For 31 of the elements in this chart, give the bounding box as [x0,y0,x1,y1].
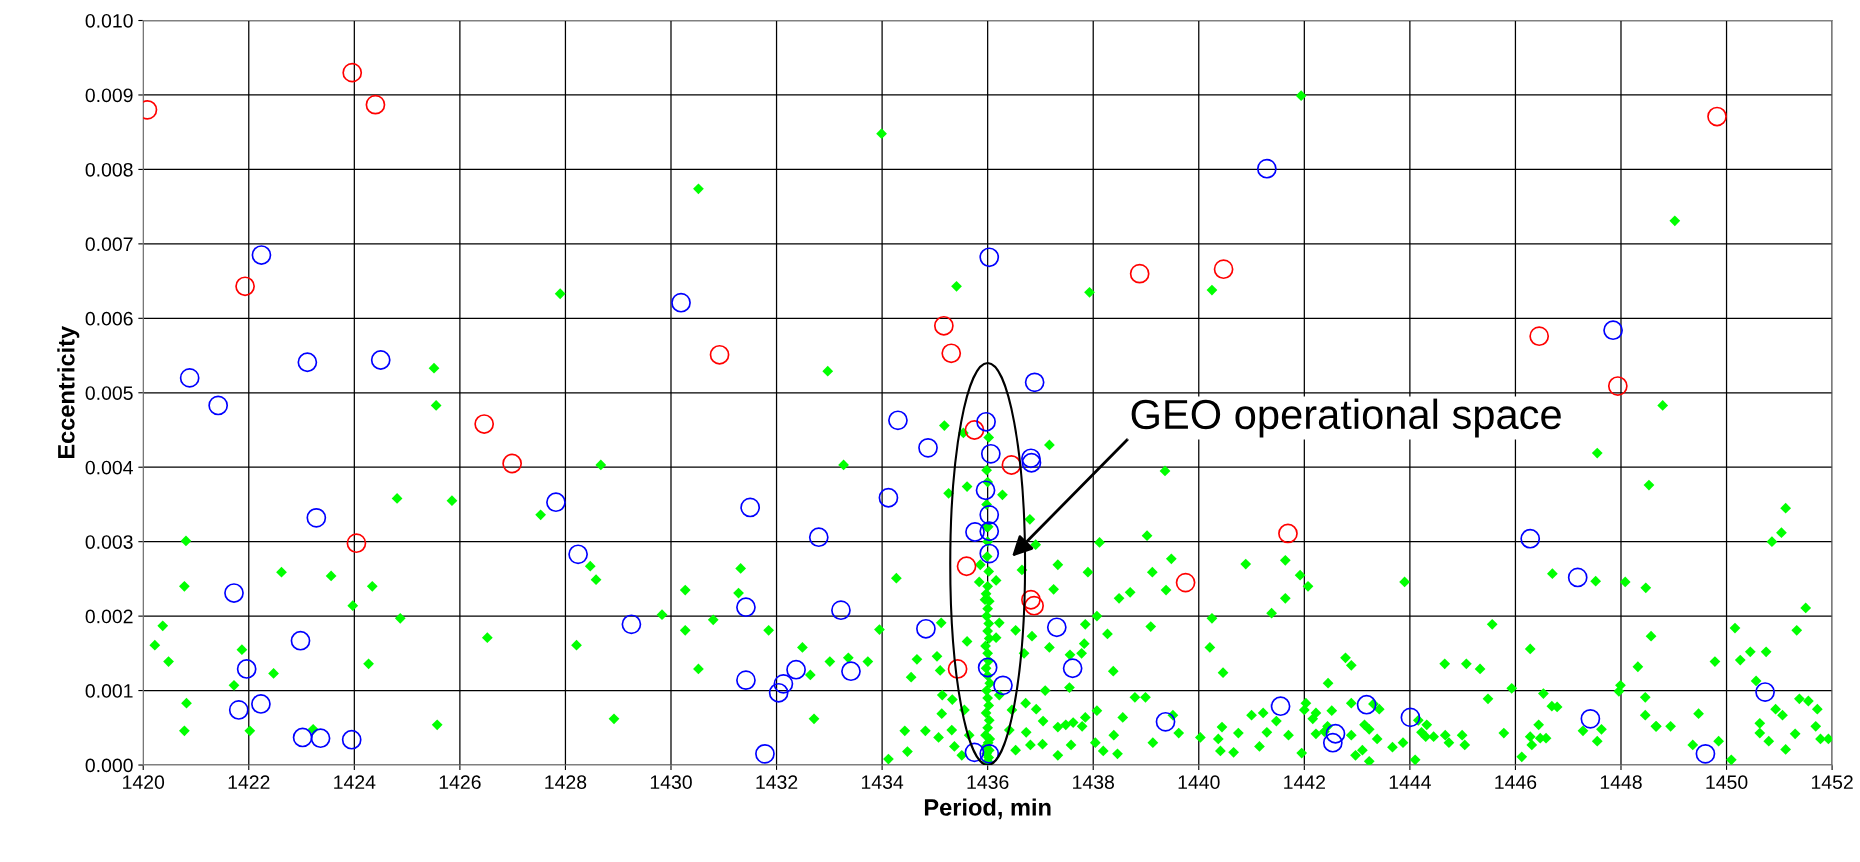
y-tick-label: 0.009 [85,88,133,103]
x-tick-label: 1448 [1600,775,1642,790]
y-tick-label: 0.005 [85,386,133,401]
y-axis-title: Eccentricity [57,325,80,459]
x-tick-label: 1450 [1706,775,1748,790]
y-tick-label: 0.007 [85,237,133,252]
x-tick-label: 1440 [1178,775,1220,790]
x-tick-label: 1446 [1495,775,1537,790]
y-tick-label: 0.003 [85,535,133,549]
y-tick-label: 0.000 [85,758,133,773]
x-tick-label: 1428 [545,775,587,790]
x-tick-label: 1420 [123,775,165,790]
x-tick-label: 1436 [967,775,1009,790]
x-tick-label: 1432 [756,775,798,790]
x-tick-label: 1444 [1389,775,1431,789]
x-tick-label: 1430 [650,775,692,790]
y-tick-label: 0.004 [85,460,133,475]
y-tick-label: 0.006 [85,311,133,326]
y-tick-label: 0.010 [85,13,133,28]
x-tick-label: 1426 [439,775,481,790]
y-tick-label: 0.001 [85,684,133,698]
x-tick-label: 1422 [228,775,270,789]
x-tick-label: 1424 [334,775,376,789]
annotation: GEO operational space [1131,398,1561,438]
x-tick-label: 1442 [1284,775,1325,789]
x-tick-label: 1452 [1811,775,1853,790]
x-tick-label: 1434 [861,775,904,790]
y-tick-label: 0.008 [85,162,133,177]
x-tick-label: 1438 [1073,775,1114,790]
y-tick-label: 0.002 [85,609,133,624]
x-axis-title: Period, min [924,798,1051,820]
